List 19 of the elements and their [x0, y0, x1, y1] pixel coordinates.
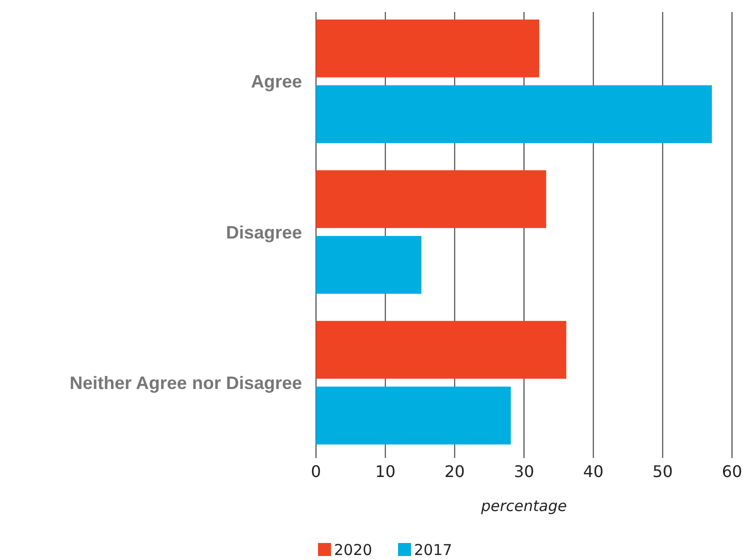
x-tick-label: 20 — [444, 462, 465, 481]
x-tick-label: 0 — [310, 462, 322, 481]
bar — [316, 386, 511, 444]
x-axis-title: percentage — [480, 497, 567, 515]
legend-label: 2020 — [334, 541, 372, 559]
bar — [316, 236, 422, 294]
bar — [316, 170, 546, 228]
x-tick-label: 40 — [583, 462, 604, 481]
x-tick-label: 60 — [722, 462, 742, 481]
y-tick-label: Neither Agree nor Disagree — [70, 372, 302, 393]
y-tick-label: Disagree — [226, 222, 302, 242]
y-tick-label: Agree — [250, 72, 302, 92]
x-tick-label: 50 — [652, 462, 673, 481]
bar — [316, 85, 712, 144]
x-tick-label: 30 — [514, 462, 534, 481]
bar — [316, 20, 540, 78]
bar — [316, 320, 566, 379]
legend-label: 2017 — [414, 541, 452, 559]
x-tick-label: 10 — [375, 462, 396, 481]
